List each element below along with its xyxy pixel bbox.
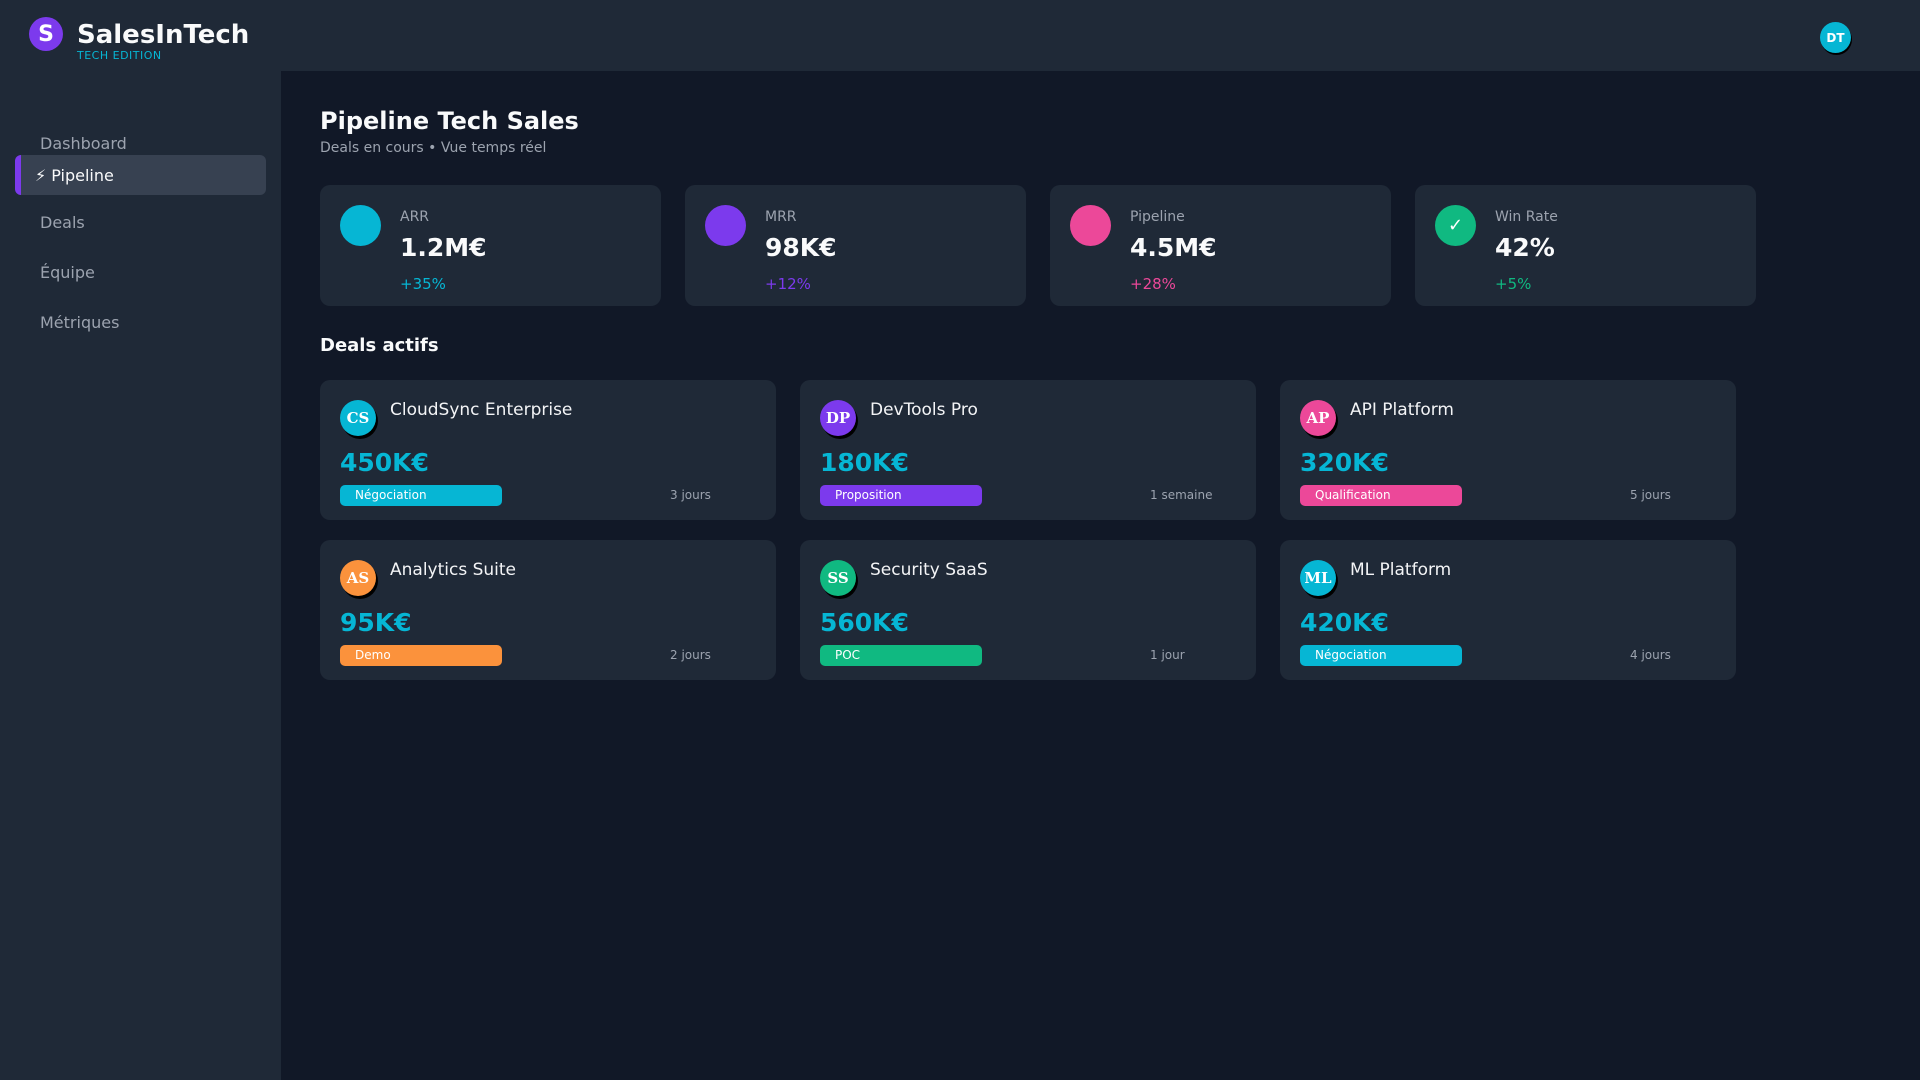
deal-time: 4 jours [1630,648,1671,662]
top-bar: S SalesInTech TECH EDITION DT [0,0,1920,71]
page-subtitle: Deals en cours • Vue temps réel [320,140,547,156]
brand-name: SalesInTech [77,20,250,50]
deal-time: 5 jours [1630,488,1671,502]
kpi-card-arr: ARR 1.2M€ +35% [320,185,661,306]
brand-text: SalesInTech TECH EDITION [77,22,249,61]
deal-time: 3 jours [670,488,711,502]
deal-amount: 180K€ [820,448,909,477]
page-title: Pipeline Tech Sales [320,107,579,135]
sidebar-item-label: Métriques [40,312,120,332]
deal-stage-badge: Négociation [340,485,502,506]
kpi-change: +12% [765,275,811,293]
deal-name: ML Platform [1350,560,1452,580]
lightning-icon: ⚡ [35,165,47,185]
sidebar: Dashboard ⚡ Pipeline Deals Équipe Métriq… [0,71,281,1080]
kpi-change: +28% [1130,275,1176,293]
kpi-label: MRR [765,209,797,225]
sidebar-item-equipe[interactable]: Équipe [15,252,266,292]
user-avatar[interactable]: DT [1820,22,1851,53]
deal-card[interactable]: CS CloudSync Enterprise 450K€ Négociatio… [320,380,776,520]
sidebar-item-label: Dashboard [40,133,127,153]
deal-card[interactable]: AP API Platform 320K€ Qualification 5 jo… [1280,380,1736,520]
sidebar-item-deals[interactable]: Deals [15,202,266,242]
deal-name: Analytics Suite [390,560,517,580]
deal-avatar: DP [820,400,856,436]
deal-stage-badge: Qualification [1300,485,1462,506]
kpi-label: Win Rate [1495,209,1558,225]
sidebar-item-dashboard[interactable]: Dashboard [15,123,266,163]
kpi-card-pipeline: Pipeline 4.5M€ +28% [1050,185,1391,306]
chart-icon [340,205,381,246]
brand-logo: S [29,17,63,51]
pipeline-icon [1070,205,1111,246]
deal-card[interactable]: DP DevTools Pro 180K€ Proposition 1 sema… [800,380,1256,520]
kpi-card-win-rate: ✓ Win Rate 42% +5% [1415,185,1756,306]
deal-time: 1 jour [1150,648,1185,662]
sidebar-item-label: Équipe [40,262,95,282]
deal-amount: 560K€ [820,608,909,637]
deal-stage-badge: POC [820,645,982,666]
kpi-value: 4.5M€ [1130,233,1217,262]
deal-amount: 420K€ [1300,608,1389,637]
deal-stage-badge: Négociation [1300,645,1462,666]
brand-edition: TECH EDITION [77,49,162,62]
kpi-card-mrr: MRR 98K€ +12% [685,185,1026,306]
deal-time: 1 semaine [1150,488,1213,502]
brand[interactable]: S SalesInTech TECH EDITION [29,17,249,61]
deal-name: DevTools Pro [870,400,978,420]
deal-name: API Platform [1350,400,1454,420]
deal-avatar: AS [340,560,376,596]
check-icon: ✓ [1435,205,1476,246]
deal-stage-badge: Demo [340,645,502,666]
sidebar-item-label: Pipeline [51,165,114,185]
deal-avatar: SS [820,560,856,596]
deal-amount: 320K€ [1300,448,1389,477]
deal-avatar: ML [1300,560,1336,596]
deal-card[interactable]: SS Security SaaS 560K€ POC 1 jour [800,540,1256,680]
sidebar-item-metriques[interactable]: Métriques [15,302,266,342]
kpi-value: 42% [1495,233,1555,262]
deal-avatar: AP [1300,400,1336,436]
deal-amount: 95K€ [340,608,412,637]
kpi-change: +35% [400,275,446,293]
money-icon [705,205,746,246]
deal-name: Security SaaS [870,560,988,580]
sidebar-item-pipeline[interactable]: ⚡ Pipeline [15,155,266,195]
sidebar-item-label: Deals [40,212,85,232]
deal-card[interactable]: AS Analytics Suite 95K€ Demo 2 jours [320,540,776,680]
kpi-change: +5% [1495,275,1532,293]
deal-stage-badge: Proposition [820,485,982,506]
deal-amount: 450K€ [340,448,429,477]
kpi-value: 98K€ [765,233,837,262]
kpi-label: Pipeline [1130,209,1185,225]
deal-card[interactable]: ML ML Platform 420K€ Négociation 4 jours [1280,540,1736,680]
kpi-label: ARR [400,209,430,225]
deal-avatar: CS [340,400,376,436]
kpi-value: 1.2M€ [400,233,487,262]
deals-section-title: Deals actifs [320,335,439,356]
deal-name: CloudSync Enterprise [390,400,573,420]
deal-time: 2 jours [670,648,711,662]
